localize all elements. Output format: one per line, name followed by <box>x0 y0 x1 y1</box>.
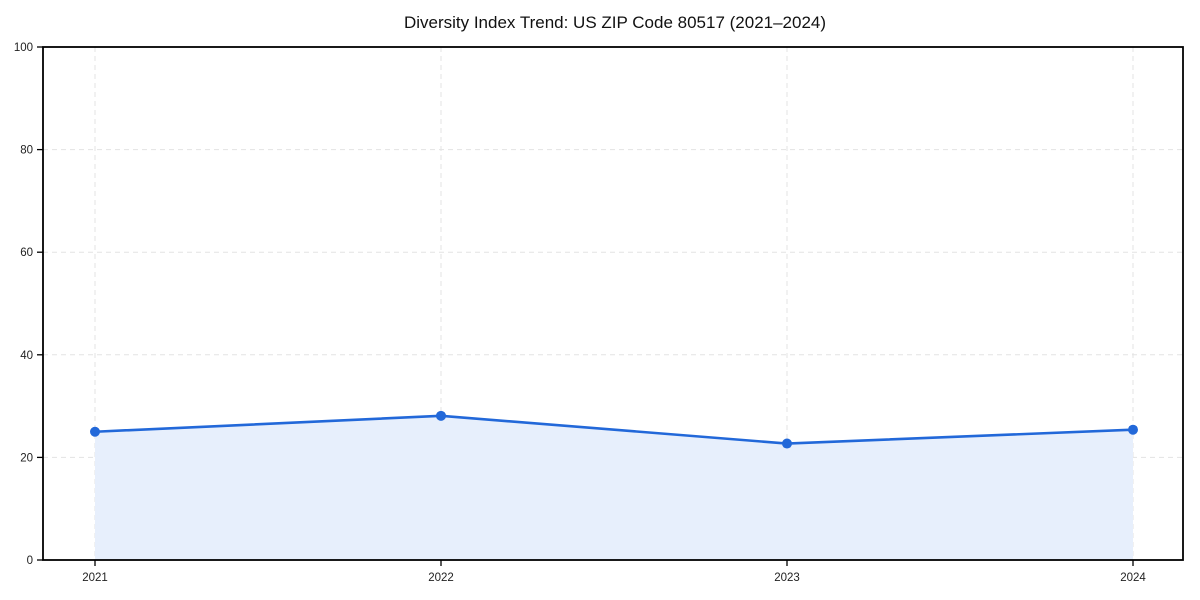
series-area-fill <box>95 415 1133 560</box>
x-tick-label: 2021 <box>82 572 108 584</box>
series-line <box>93 414 1135 445</box>
plot-frame <box>42 46 1184 561</box>
y-tick-label: 20 <box>20 452 33 464</box>
y-tick-label: 80 <box>20 145 33 157</box>
y-tick-label: 40 <box>20 350 33 362</box>
y-tick-label: 0 <box>27 555 33 567</box>
x-tick-label: 2022 <box>428 572 454 584</box>
data-point <box>1128 424 1138 435</box>
chart-title: Diversity Index Trend: US ZIP Code 80517… <box>403 13 827 32</box>
x-tick-label: 2023 <box>774 572 800 584</box>
y-tick-label: 60 <box>20 247 33 259</box>
x-tick-label: 2024 <box>1120 572 1146 584</box>
data-point <box>90 426 100 437</box>
y-tick-label: 100 <box>14 42 33 54</box>
data-point <box>436 410 446 421</box>
data-point <box>782 438 792 449</box>
